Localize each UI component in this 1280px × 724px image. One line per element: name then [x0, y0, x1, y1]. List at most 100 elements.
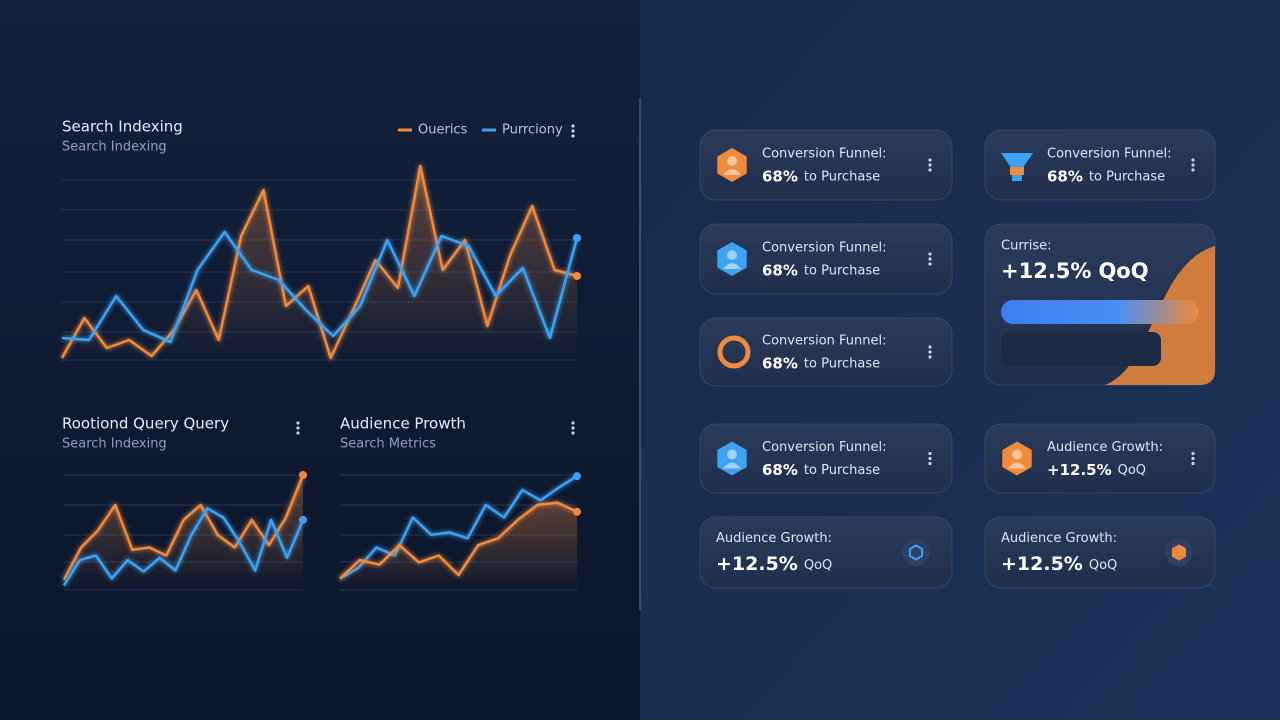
- metric-card: Conversion Funnel: 68% to Purchase: [699, 317, 953, 387]
- card-suffix: to Purchase: [804, 264, 880, 279]
- card-suffix: QoQ: [804, 558, 832, 573]
- card-suffix: to Purchase: [804, 357, 880, 372]
- card-value: +12.5%: [1001, 553, 1083, 575]
- menu-dot[interactable]: [1191, 163, 1195, 167]
- end-dot: [573, 272, 581, 280]
- legend-label: Ouerics: [418, 123, 468, 138]
- end-dot: [299, 515, 307, 524]
- card-bg: [699, 423, 953, 494]
- card-label: Audience Growth:: [716, 531, 832, 546]
- metric-card: Conversion Funnel: 68% to Purchase: [699, 223, 953, 295]
- card-suffix: to Purchase: [1089, 170, 1165, 185]
- card-icon: [723, 263, 741, 269]
- series-area: [62, 166, 577, 360]
- progress-bar: [1001, 300, 1198, 324]
- series-line: [62, 474, 305, 581]
- card-icon: [1171, 544, 1187, 561]
- menu-dot[interactable]: [928, 345, 932, 349]
- metric-card: Conversion Funnel: 68% to Purchase: [984, 129, 1216, 201]
- chart-subtitle: Search Indexing: [62, 437, 167, 452]
- menu-dot[interactable]: [1191, 158, 1195, 162]
- card-icon: [717, 335, 751, 369]
- menu-dot[interactable]: [571, 431, 575, 435]
- card-icon: [1010, 167, 1024, 175]
- card-label: Conversion Funnel:: [1047, 147, 1172, 162]
- card-value: 68%: [1047, 168, 1083, 186]
- card-value: 68%: [762, 355, 798, 373]
- menu-dot[interactable]: [1191, 461, 1195, 466]
- metric-card: Audience Growth: +12.5% QoQ: [699, 516, 953, 589]
- card-value: 68%: [762, 262, 798, 280]
- menu-dot[interactable]: [296, 421, 300, 425]
- menu-dot[interactable]: [1191, 168, 1195, 172]
- end-dot: [573, 472, 581, 481]
- card-value: +12.5%: [716, 553, 798, 575]
- menu-dot[interactable]: [571, 426, 575, 430]
- series-line: [339, 475, 578, 580]
- card-label: Currise:: [1001, 239, 1052, 254]
- card-icon: [723, 462, 741, 469]
- card-bg: [699, 223, 953, 295]
- menu-dot[interactable]: [571, 421, 575, 425]
- card-bg: [699, 129, 953, 201]
- card-suffix: QoQ: [1118, 463, 1146, 478]
- menu-dot[interactable]: [928, 451, 932, 456]
- menu-dot[interactable]: [928, 456, 932, 461]
- menu-dot[interactable]: [571, 134, 575, 138]
- metric-card: Audience Growth: +12.5% QoQ: [984, 516, 1216, 589]
- card-bg: [699, 516, 953, 589]
- chart-title: Rootiond Query Query: [62, 415, 229, 433]
- card-value: 68%: [762, 461, 798, 479]
- end-dot: [573, 507, 581, 516]
- menu-dot[interactable]: [928, 461, 932, 466]
- chart: Audience Prowth Search Metrics: [339, 415, 581, 591]
- cards: Conversion Funnel:68% to PurchaseConversi…: [699, 129, 1216, 589]
- menu-dot[interactable]: [928, 163, 932, 167]
- series-line: [339, 501, 578, 580]
- card-bg: [984, 516, 1216, 589]
- card-value: +12.5%: [1047, 461, 1112, 479]
- card-suffix: to Purchase: [804, 170, 880, 185]
- menu-dot[interactable]: [571, 129, 575, 133]
- metric-card: Audience Growth: +12.5% QoQ: [984, 423, 1216, 494]
- menu-dot[interactable]: [296, 431, 300, 435]
- card-bg: [984, 129, 1216, 201]
- card-label: Conversion Funnel:: [762, 147, 887, 162]
- series-area: [340, 502, 577, 590]
- series-area: [64, 475, 303, 590]
- menu-dot[interactable]: [928, 262, 932, 266]
- chart: Rootiond Query Query Search Indexing: [62, 415, 307, 591]
- end-dot: [573, 234, 581, 242]
- menu-dot[interactable]: [928, 350, 932, 354]
- menu-dot[interactable]: [928, 158, 932, 162]
- menu-dot[interactable]: [928, 257, 932, 261]
- card-value: 68%: [762, 168, 798, 186]
- legend-label: Purrciony: [502, 123, 563, 138]
- chart-title: Audience Prowth: [340, 415, 466, 433]
- card-icon: [727, 156, 737, 166]
- menu-dot[interactable]: [928, 252, 932, 256]
- card-icon: [1008, 462, 1026, 469]
- card-icon: [727, 449, 737, 460]
- card-suffix: to Purchase: [804, 463, 880, 478]
- menu-dot[interactable]: [1191, 451, 1195, 456]
- card-label: Conversion Funnel:: [762, 241, 887, 256]
- metric-card: Conversion Funnel: 68% to Purchase: [699, 423, 953, 494]
- menu-dot[interactable]: [928, 168, 932, 172]
- chart: Search Indexing Search Indexing Ouerics Pur…: [60, 118, 581, 361]
- card-label: Conversion Funnel:: [762, 334, 887, 349]
- charts: Search Indexing Search Indexing Ouerics Pur…: [60, 118, 581, 591]
- menu-dot[interactable]: [1191, 456, 1195, 461]
- chart-subtitle: Search Metrics: [340, 437, 436, 452]
- chart-title: Search Indexing: [62, 118, 183, 136]
- progress-track: [1001, 332, 1161, 366]
- card-label: Audience Growth:: [1047, 440, 1163, 455]
- card-icon: [908, 544, 924, 561]
- card-icon: [1012, 449, 1022, 460]
- menu-dot[interactable]: [296, 426, 300, 430]
- card-suffix: QoQ: [1089, 558, 1117, 573]
- card-bg: [984, 423, 1216, 494]
- menu-dot[interactable]: [928, 355, 932, 359]
- menu-dot[interactable]: [571, 124, 575, 128]
